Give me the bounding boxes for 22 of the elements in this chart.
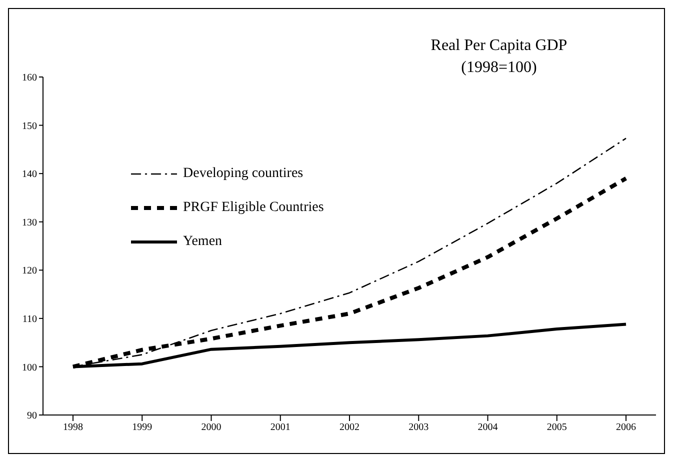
x-tick-label: 2000: [201, 422, 222, 434]
legend-label: PRGF Eligible Countries: [183, 200, 324, 216]
y-tick-label: 120: [22, 266, 37, 277]
x-tick-label: 2004: [478, 422, 498, 434]
y-tick-label: 130: [22, 217, 37, 228]
y-tick-label: 160: [22, 72, 37, 84]
x-tick-label: 2001: [270, 422, 290, 434]
y-tick-label: 110: [22, 314, 37, 325]
y-tick-label: 150: [22, 120, 37, 132]
x-tick-label: 2003: [408, 422, 429, 434]
x-tick-label: 2006: [616, 422, 636, 434]
chart-subtitle: (1998=100): [460, 58, 538, 78]
y-tick-label: 90: [27, 410, 37, 422]
y-tick-label: 140: [22, 169, 37, 180]
chart-title: Real Per Capita GDP: [430, 36, 568, 56]
legend-label: Yemen: [183, 234, 222, 250]
legend-label: Developing countires: [183, 166, 304, 182]
x-tick-label: 2002: [340, 422, 360, 434]
x-tick-label: 1998: [63, 422, 83, 434]
x-tick-label: 2005: [546, 422, 567, 434]
x-tick-label: 1999: [132, 422, 152, 434]
y-tick-label: 100: [22, 362, 37, 374]
